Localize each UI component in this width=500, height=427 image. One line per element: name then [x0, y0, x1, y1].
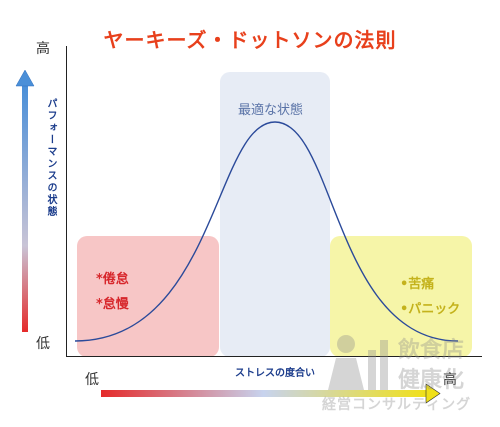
- x-axis-high-label: 高: [443, 372, 457, 388]
- watermark-line-1: 飲食店: [398, 338, 465, 363]
- watermark-line-3: 経営コンサルティング: [322, 397, 472, 413]
- y-axis-line: [66, 46, 67, 357]
- watermark-line-2: 健康化: [398, 368, 465, 393]
- y-axis-arrow: [15, 69, 35, 332]
- chef-figure-icon: [328, 335, 388, 390]
- x-axis-title: ストレスの度合い: [235, 368, 315, 379]
- optimal-zone-label: 最適な状態: [238, 103, 304, 118]
- x-axis-arrow: [101, 383, 441, 404]
- high-stress-item-1: •苦痛: [400, 277, 435, 292]
- y-axis-low-label: 低: [36, 336, 50, 352]
- watermark-logo: 飲食店 健康化 経営コンサルティング: [312, 330, 497, 420]
- low-stress-zone: [77, 236, 219, 357]
- x-axis-low-label: 低: [85, 372, 99, 388]
- y-axis-title: パフォーマンスの状態: [45, 98, 56, 218]
- y-axis-high-label: 高: [36, 41, 50, 57]
- low-stress-item-2: *怠慢: [96, 297, 129, 312]
- diagram-title: ヤーキーズ・ドットソンの法則: [103, 28, 397, 52]
- optimal-zone: [220, 72, 330, 357]
- low-stress-item-1: *倦怠: [96, 272, 129, 287]
- x-axis-line: [66, 356, 482, 357]
- performance-curve: [74, 121, 459, 342]
- high-stress-item-2: •パニック: [400, 302, 461, 317]
